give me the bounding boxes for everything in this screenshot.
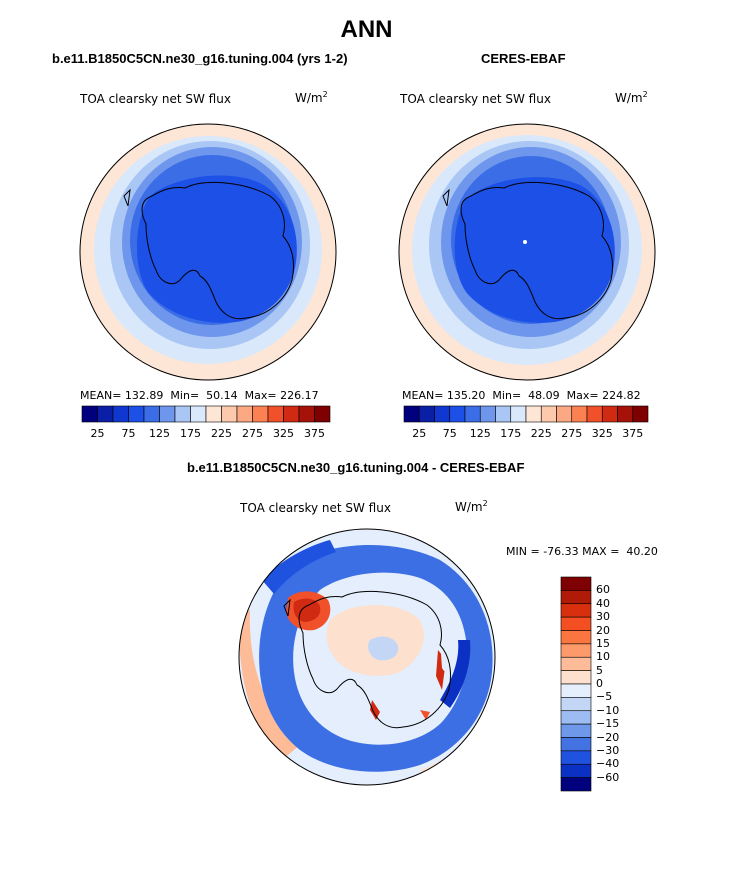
panel-2-colorbar-tick-label: 275 [561, 427, 583, 440]
panel-2-colorbar-tick-label: 325 [591, 427, 613, 440]
panel-2-colorbar-tick-label: 225 [530, 427, 552, 440]
panel-1-colorbar-tick-label: 225 [211, 427, 232, 440]
diff-panel-colorbar [560, 576, 592, 792]
diff-panel-colorbar-swatch [560, 670, 592, 685]
panel-1-antarctica-coastline [141, 181, 295, 320]
figure-title: ANN [340, 16, 393, 43]
diff-panel-colorbar-swatch [560, 710, 592, 725]
panel-1-stats: MEAN= 132.89 Min= 50.14 Max= 226.17 [80, 389, 319, 402]
diff-panel-colorbar-tick-label: −60 [596, 770, 620, 784]
diff-panel-colorbar-swatch [560, 616, 592, 631]
diff-panel-colorbar-tick-label: −20 [596, 730, 620, 744]
panel-1-colorbar-tick-label: 275 [242, 427, 263, 440]
diff-panel-colorbar-tick-label: 40 [596, 596, 610, 610]
diff-panel-colorbar-swatch [560, 697, 592, 712]
diff-panel-colorbar-tick-label: 5 [596, 663, 603, 677]
panel-2-colorbar-tick-label: 25 [412, 427, 427, 440]
diff-panel-colorbar-tick-label: 20 [596, 623, 610, 637]
diff-panel-colorbar-swatch [560, 576, 592, 591]
panel-2-antarctica-coastline [460, 181, 614, 320]
diff-panel-colorbar-tick-label: 30 [596, 610, 610, 624]
panel-1-flux-field [80, 124, 336, 380]
panel-2-units: W/m2 [615, 90, 648, 105]
panel-2-colorbar-tick-label: 175 [500, 427, 522, 440]
diff-panel-colorbar-tick-label: 10 [596, 650, 610, 664]
diff-panel-colorbar-swatch [560, 723, 592, 738]
panel-1-colorbar-tick-label: 325 [273, 427, 294, 440]
panel-1-field-name: TOA clearsky net SW flux [80, 92, 231, 106]
panel-2-colorbar-tick-label: 125 [469, 427, 491, 440]
diff-panel-units: W/m2 [455, 499, 488, 514]
panel-1-colorbar-swatch [314, 405, 331, 423]
panel-2-flux-field [399, 124, 655, 380]
diff-panel-colorbar-labels: 60 40 30 20 15 10 5 0 −5 −10 −15 −20 −30 −40 −60 [596, 577, 656, 791]
panel-1-colorbar-tick-label: 75 [121, 427, 136, 440]
panel-1-colorbar [81, 405, 331, 423]
diff-panel-title: b.e11.B1850C5CN.ne30_g16.tuning.004 - CE… [187, 460, 525, 475]
diff-panel-colorbar-tick-label: −15 [596, 717, 620, 731]
panel-2-colorbar-tick-label: 75 [442, 427, 457, 440]
panel-1-colorbar-tick-label: 25 [90, 427, 105, 440]
diff-panel-colorbar-tick-label: 60 [596, 583, 610, 597]
panel-1-title: b.e11.B1850C5CN.ne30_g16.tuning.004 (yrs… [52, 51, 348, 66]
diff-panel-colorbar-swatch [560, 763, 592, 778]
diff-panel-field-name: TOA clearsky net SW flux [240, 501, 391, 515]
diff-panel-colorbar-tick-label: −10 [596, 703, 620, 717]
panel-2-colorbar [403, 405, 649, 423]
diff-panel-colorbar-swatch [560, 603, 592, 618]
diff-panel-colorbar-tick-label: 0 [596, 677, 603, 690]
diff-panel-map-border [238, 528, 496, 786]
diff-panel-stats: MIN = -76.33 MAX = 40.20 [506, 545, 658, 558]
diff-panel-colorbar-tick-label: −5 [596, 690, 613, 704]
diff-panel-antarctica-coastline [298, 590, 452, 729]
diff-panel-colorbar-tick-label: −30 [596, 743, 620, 757]
diff-panel-colorbar-swatch [560, 630, 592, 645]
diff-panel-colorbar-swatch [560, 643, 592, 658]
diff-panel-colorbar-swatch [560, 777, 592, 792]
diff-panel-colorbar-swatch [560, 590, 592, 605]
panel-2-field-name: TOA clearsky net SW flux [400, 92, 551, 106]
diff-panel-colorbar-tick-label: 15 [596, 636, 610, 650]
panel-1-units: W/m2 [295, 90, 328, 105]
panel-2-colorbar-labels: 25 75 125 175 225 275 325 375 [404, 427, 648, 441]
panel-2-title: CERES-EBAF [481, 51, 566, 66]
panel-2-stats: MEAN= 135.20 Min= 48.09 Max= 224.82 [402, 389, 641, 402]
diff-panel-flux-field [239, 529, 495, 785]
panel-2-colorbar-tick-label: 375 [622, 427, 644, 440]
diff-panel-colorbar-swatch [560, 683, 592, 698]
panel-2-colorbar-swatch [632, 405, 649, 423]
panel-2-map-border [398, 123, 656, 381]
panel-1-colorbar-labels: 25 75 125 175 225 275 325 375 [82, 427, 330, 441]
panel-1-colorbar-tick-label: 375 [304, 427, 325, 440]
diff-panel-colorbar-tick-label: −40 [596, 757, 620, 771]
panel-1-colorbar-tick-label: 175 [180, 427, 201, 440]
panel-1-map-border [79, 123, 337, 381]
panel-1-colorbar-tick-label: 125 [149, 427, 170, 440]
diff-panel-colorbar-swatch [560, 656, 592, 671]
diff-panel-colorbar-swatch [560, 737, 592, 752]
diff-panel-colorbar-swatch [560, 750, 592, 765]
